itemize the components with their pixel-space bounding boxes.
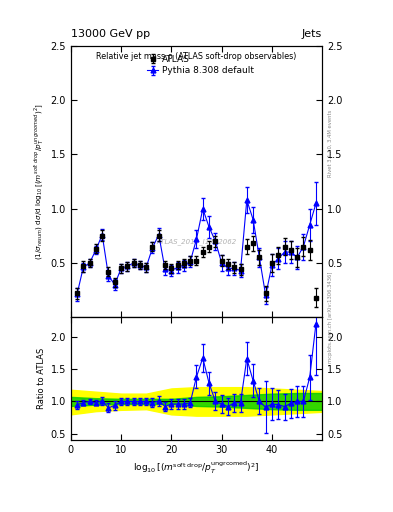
- Legend: ATLAS, Pythia 8.308 default: ATLAS, Pythia 8.308 default: [146, 53, 256, 77]
- Text: 13000 GeV pp: 13000 GeV pp: [71, 29, 150, 39]
- Y-axis label: $(1/\sigma_{resum})$ d$\sigma$/d $\log_{10}[(m^{soft\ drop}/p_T^{ungroomed})^2]$: $(1/\sigma_{resum})$ d$\sigma$/d $\log_{…: [33, 103, 46, 260]
- Text: ATLAS_2019_I1772062: ATLAS_2019_I1772062: [156, 238, 237, 245]
- Text: Jets: Jets: [302, 29, 322, 39]
- Y-axis label: Ratio to ATLAS: Ratio to ATLAS: [37, 348, 46, 410]
- Text: Rivet 3.1.10, 3.4M events: Rivet 3.1.10, 3.4M events: [328, 110, 333, 177]
- Text: mcplots.cern.ch [arXiv:1306.3436]: mcplots.cern.ch [arXiv:1306.3436]: [328, 272, 333, 363]
- Text: Relative jet mass ρ (ATLAS soft-drop observables): Relative jet mass ρ (ATLAS soft-drop obs…: [96, 52, 297, 60]
- X-axis label: $\log_{10}[(m^{\rm soft\ drop}/p_T^{\rm ungroomed})^2]$: $\log_{10}[(m^{\rm soft\ drop}/p_T^{\rm …: [133, 459, 260, 476]
